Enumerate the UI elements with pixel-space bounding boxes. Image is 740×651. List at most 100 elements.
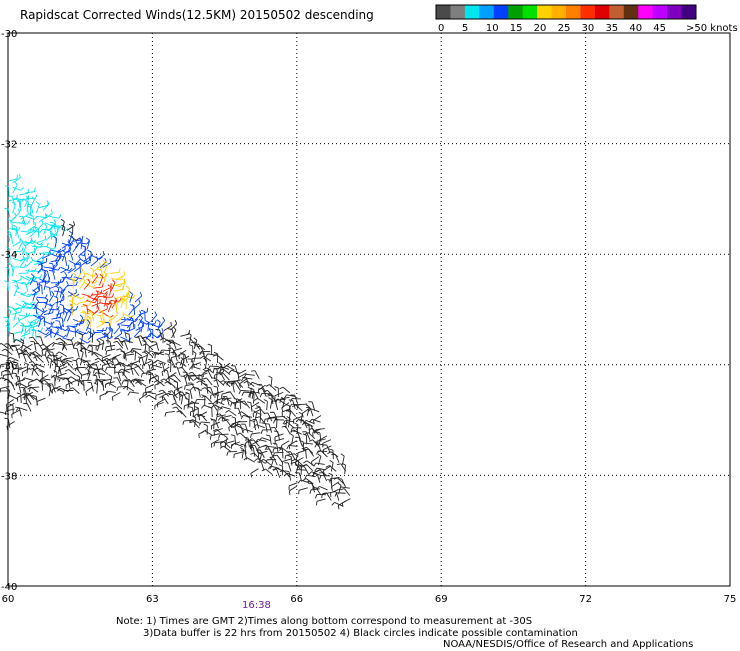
wind-barb: [69, 369, 76, 375]
wind-barb-flag: [264, 399, 268, 401]
wind-barb-flag: [106, 341, 110, 342]
wind-barb-flag: [73, 348, 77, 349]
wind-barb-flag: [261, 430, 262, 434]
wind-barb-flag: [162, 328, 163, 332]
wind-barb-flag: [220, 446, 223, 448]
wind-barb: [130, 392, 139, 393]
wind-barb: [50, 217, 59, 219]
wind-barb-flag: [23, 337, 25, 341]
wind-barb-flag: [201, 388, 205, 390]
wind-barb-flag: [201, 431, 204, 433]
wind-barb-flag: [29, 337, 33, 338]
wind-barb: [265, 424, 267, 433]
wind-barb-flag: [266, 435, 270, 436]
wind-barb-flag: [171, 322, 172, 326]
wind-barb: [301, 414, 302, 423]
wind-barb-flag: [213, 369, 214, 373]
wind-barb: [255, 371, 259, 379]
wind-barb-flag: [223, 420, 227, 421]
wind-barb-flag: [200, 356, 203, 358]
wind-barb-flag: [298, 480, 300, 483]
wind-barb-flag: [27, 204, 31, 205]
colorbar-swatch: [450, 5, 465, 19]
wind-barb-flag: [123, 294, 124, 298]
wind-barb-flag: [15, 182, 18, 185]
wind-barb: [270, 449, 274, 457]
wind-barb-flag: [40, 274, 41, 278]
wind-barb-flag: [287, 445, 289, 449]
wind-barb: [37, 297, 46, 298]
wind-barb: [211, 440, 219, 444]
y-tick-label: -30: [1, 29, 17, 40]
wind-barb-flag: [315, 444, 317, 447]
wind-barb: [64, 359, 73, 362]
wind-barb-flag: [204, 424, 208, 426]
wind-barb-flag: [104, 333, 108, 334]
wind-barb-flag: [194, 338, 197, 340]
wind-barb-flag: [14, 213, 16, 217]
wind-barb-flag: [87, 382, 91, 383]
y-tick-label: -40: [1, 582, 17, 593]
wind-barb: [298, 404, 307, 405]
wind-barb: [188, 400, 189, 409]
wind-barb-flag: [294, 423, 298, 425]
wind-barb-flag: [129, 318, 133, 319]
wind-barb: [81, 335, 82, 344]
wind-barb: [190, 390, 192, 399]
wind-barb: [236, 425, 244, 429]
wind-barb: [8, 419, 10, 428]
wind-barb-flag: [112, 280, 115, 283]
wind-barb-flag: [120, 329, 124, 330]
wind-barb: [229, 410, 236, 415]
wind-barb-flag: [38, 380, 42, 381]
wind-barb-flag: [165, 354, 169, 355]
wind-barb: [180, 334, 189, 336]
wind-barb-flag: [255, 407, 259, 408]
wind-barb: [129, 308, 135, 315]
wind-barb: [67, 225, 74, 230]
wind-barb: [90, 252, 91, 261]
wind-barb-flag: [59, 215, 61, 218]
wind-barb: [9, 327, 10, 336]
wind-barb-flag: [216, 417, 217, 421]
wind-barb-flag: [105, 367, 107, 371]
wind-barb: [169, 346, 170, 355]
wind-barb: [251, 433, 260, 434]
wind-barb-flag: [36, 202, 39, 205]
wind-barb: [8, 311, 11, 320]
wind-barb-flag: [168, 348, 172, 349]
wind-barb-flag: [89, 256, 90, 260]
wind-barb: [316, 463, 325, 464]
wind-barb: [139, 337, 142, 345]
wind-barb-flag: [338, 483, 341, 485]
wind-barb-flag: [69, 231, 72, 233]
wind-barb-flag: [208, 403, 212, 404]
wind-barb: [169, 377, 177, 382]
wind-barb: [55, 333, 63, 337]
wind-barb: [112, 392, 120, 396]
wind-barb-flag: [83, 361, 87, 362]
wind-barb: [38, 343, 43, 350]
wind-barb-flag: [69, 224, 73, 225]
wind-barb-flag: [254, 398, 257, 400]
colorbar-label: 5: [462, 23, 468, 34]
wind-barb-flag: [27, 221, 29, 224]
wind-barb: [42, 285, 43, 294]
wind-barb-flag: [254, 459, 257, 461]
wind-barb-flag: [120, 351, 124, 352]
wind-barb-flag: [305, 475, 307, 478]
wind-barb-flag: [17, 175, 18, 179]
wind-barb-flag: [337, 464, 341, 465]
wind-barb-flag: [121, 330, 122, 334]
wind-barb-flag: [106, 351, 107, 355]
wind-barb: [256, 420, 258, 429]
wind-barb-flag: [290, 404, 292, 408]
wind-barb: [36, 204, 39, 213]
wind-barb: [92, 303, 100, 306]
wind-barb: [104, 274, 106, 283]
colorbar-label: 20: [534, 23, 547, 34]
wind-barb: [117, 378, 121, 386]
wind-barb: [323, 440, 331, 444]
wind-barb-flag: [129, 291, 132, 294]
wind-barb-flag: [314, 463, 316, 466]
